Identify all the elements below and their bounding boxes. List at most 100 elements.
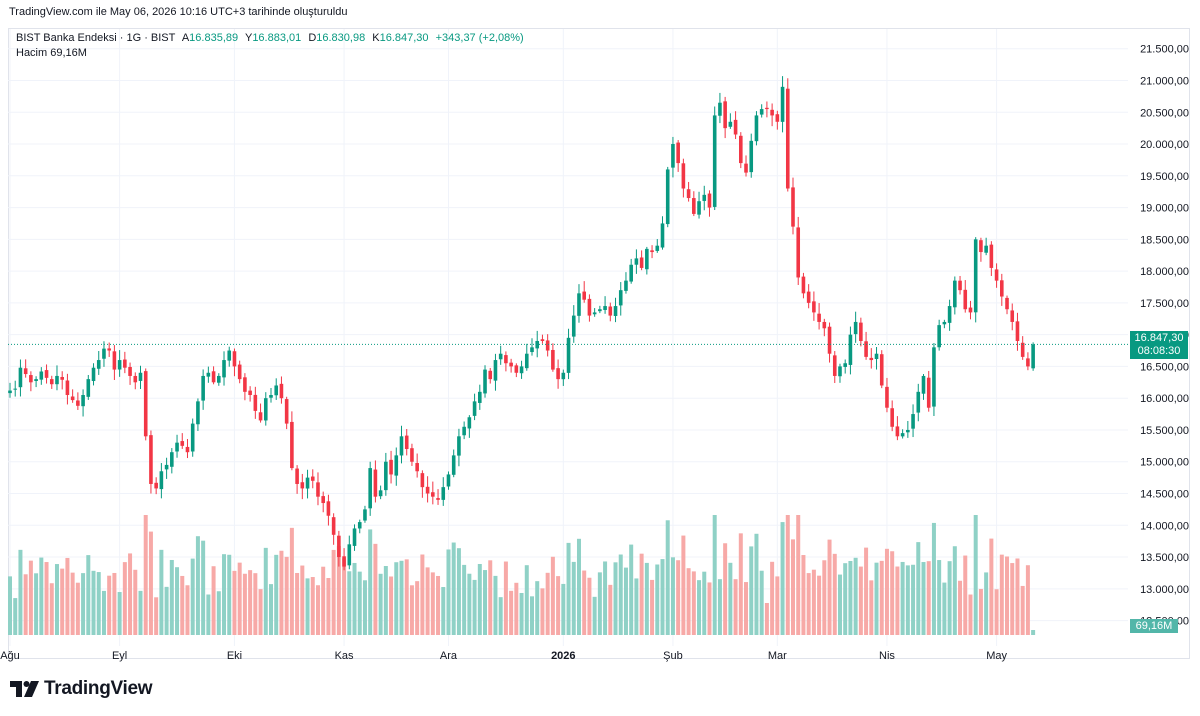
volume-bar <box>274 554 279 635</box>
price-axis-tick: 18.000,00 <box>1140 266 1189 278</box>
volume-bar <box>232 570 237 635</box>
candle-body <box>263 398 268 421</box>
volume-bar <box>644 562 649 635</box>
volume-bar <box>895 566 900 635</box>
candle-body <box>744 163 748 173</box>
candle-body <box>629 264 633 282</box>
candle-body <box>603 306 607 310</box>
candle-body <box>692 198 696 214</box>
volume-bar <box>728 562 733 635</box>
volume-bar <box>1010 563 1015 635</box>
candle-body <box>467 417 472 429</box>
volume-bar <box>921 562 926 635</box>
candle-body <box>806 291 811 303</box>
candle-body <box>702 194 707 201</box>
volume-bar <box>717 579 722 635</box>
candle-body <box>660 223 665 248</box>
candle-body <box>404 435 409 450</box>
volume-bar <box>13 598 18 635</box>
volume-bar <box>399 560 404 635</box>
volume-bar <box>629 544 634 635</box>
candle-body <box>686 189 691 199</box>
candle-body <box>932 347 936 407</box>
volume-bar <box>681 535 686 635</box>
time-axis-tick: Eki <box>227 650 242 662</box>
candle-body <box>284 399 289 424</box>
volume-bar <box>91 570 96 635</box>
volume-bar <box>947 561 952 635</box>
volume-bar <box>456 548 461 635</box>
volume-bar <box>911 564 916 635</box>
last-price-value: 16.847,30 <box>1134 332 1184 344</box>
volume-bar <box>425 567 430 635</box>
candle-body <box>49 379 54 385</box>
volume-bar <box>608 584 613 635</box>
brand-name: TradingView <box>44 678 153 699</box>
symbol-legend: BIST Banka Endeksi · 1G · BIST A16.835,8… <box>16 32 524 44</box>
time-axis-tick: Şub <box>663 650 683 662</box>
candle-body <box>650 250 654 253</box>
candle-body <box>86 379 91 397</box>
tradingview-logo[interactable]: TradingView <box>10 678 153 700</box>
candle-body <box>953 280 957 308</box>
candle-body <box>817 313 821 322</box>
candle-body <box>347 544 352 566</box>
price-axis-tick: 19.000,00 <box>1140 203 1189 215</box>
change-value: +343,37 (+2,08%) <box>435 32 524 44</box>
candle-body <box>916 391 921 413</box>
volume-bar <box>8 576 12 635</box>
candle-body <box>415 463 419 472</box>
time-axis-tick: Ağu <box>0 650 20 662</box>
candle-body <box>269 395 273 398</box>
high-label: Y <box>244 32 253 44</box>
candle-body <box>65 380 70 396</box>
candle-body <box>117 360 122 370</box>
candle-body <box>300 482 305 489</box>
volume-bar <box>206 594 211 635</box>
candle-body <box>18 367 23 388</box>
volume-bar <box>23 574 28 635</box>
volume-bar <box>107 575 112 635</box>
candle-body <box>81 395 85 407</box>
candle-body <box>900 433 905 437</box>
volume-bar <box>1025 565 1030 635</box>
volume-bar <box>216 591 221 635</box>
candle-body <box>864 341 868 357</box>
volume-bar <box>905 565 910 635</box>
volume-bar <box>796 515 801 635</box>
candle-body <box>96 360 101 369</box>
volume-bar <box>18 549 23 635</box>
candle-body <box>399 436 404 456</box>
volume-bar <box>571 561 576 635</box>
candle-body <box>472 401 477 416</box>
volume-bar <box>28 560 33 635</box>
candle-body <box>243 377 247 392</box>
candle-body <box>55 375 59 385</box>
volume-bar <box>441 587 446 635</box>
candle-body <box>989 244 994 268</box>
candle-body <box>410 448 414 462</box>
volume-bar <box>498 597 503 635</box>
volume-bar <box>770 561 775 635</box>
candle-body <box>201 375 205 401</box>
low-label: D <box>308 32 317 44</box>
candle-body <box>290 421 294 469</box>
candle-body <box>859 322 863 341</box>
volume-bar <box>300 565 305 635</box>
candle-body <box>316 482 320 497</box>
volume-bar <box>879 560 884 635</box>
candle-body <box>587 298 592 316</box>
candle-body <box>483 369 487 394</box>
candle-body <box>780 86 785 122</box>
volume-bar <box>639 553 644 635</box>
candle-body <box>1000 280 1004 297</box>
candle-body <box>645 248 649 270</box>
candle-body <box>457 436 461 456</box>
volume-bar <box>101 590 106 635</box>
volume-bar <box>978 588 983 635</box>
candle-body <box>822 321 827 329</box>
candle-body <box>979 240 983 253</box>
candle-body <box>420 473 425 488</box>
volume-bar <box>44 562 49 635</box>
